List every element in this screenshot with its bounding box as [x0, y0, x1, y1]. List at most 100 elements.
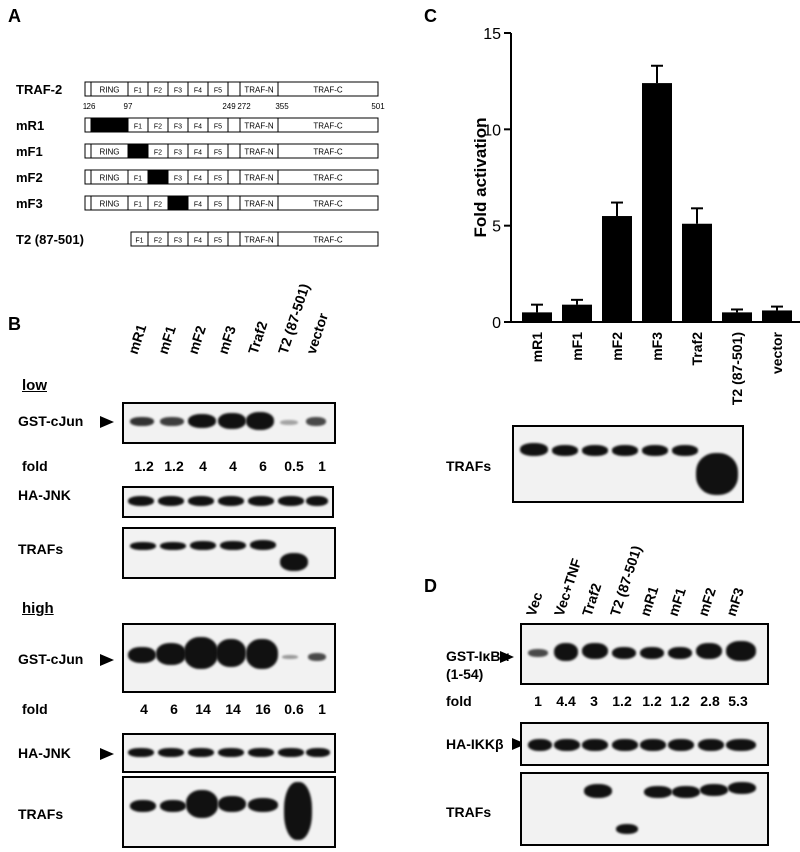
lane-label: mR1 [636, 584, 662, 618]
construct-name: T2 (87-501) [16, 232, 84, 247]
domain-label: F4 [194, 150, 202, 157]
y-tick-label: 10 [483, 122, 501, 139]
blot-band [160, 800, 186, 812]
domain-label: F3 [174, 176, 182, 183]
domain-label: F4 [194, 88, 202, 95]
blot-band [248, 496, 274, 506]
blot-band [218, 496, 244, 506]
domain-label: F4 [194, 124, 202, 131]
blot-band [644, 786, 672, 798]
domain-label: TRAF-N [244, 236, 274, 245]
domain-label: F5 [214, 202, 222, 209]
domain-label: TRAF-N [244, 86, 274, 95]
fold-value: 1 [318, 458, 326, 474]
fold-value: 16 [255, 701, 271, 717]
blot-band [554, 643, 578, 661]
blot-band [248, 748, 274, 757]
blot-band [280, 553, 308, 571]
low-label: low [22, 377, 47, 394]
blot-band [130, 542, 156, 550]
domain-label: RING [100, 174, 120, 183]
fold-value: 4.4 [556, 693, 576, 709]
construct-t2-87-501-: T2 (87-501) F1 F2 F3 F4 F5 TRAF-N TRAF-C [16, 231, 379, 247]
residue-position: 272 [237, 102, 251, 111]
blot-band [552, 445, 578, 456]
fold-value: 1 [318, 701, 326, 717]
ha-jnk-label-high: HA-JNK [18, 745, 71, 761]
domain-label: F1 [134, 202, 142, 209]
domain-label: F5 [214, 150, 222, 157]
blot-band [278, 496, 304, 506]
arrow-icon [100, 748, 114, 760]
blot-trafs-high [122, 776, 336, 848]
domain-label: TRAF-C [313, 122, 343, 131]
fold-value: 1.2 [642, 693, 662, 709]
fold-label-low: fold [22, 458, 48, 474]
domain-label: F2 [154, 124, 162, 131]
fold-value: 5.3 [728, 693, 748, 709]
traf2-construct-diagram: TRAF-2 RING F1 F2 F3 F4 F5 TRAF-N TRAF-C mR1 F1 F2 F… [16, 81, 385, 247]
bar [722, 312, 752, 322]
blot-band [246, 639, 278, 669]
blot-band [128, 496, 154, 506]
blot-band [612, 647, 636, 659]
bar [682, 223, 712, 322]
blot-gst-cjun-high [122, 623, 336, 693]
blot-band [554, 739, 580, 751]
bar [642, 83, 672, 323]
blot-band [668, 739, 694, 751]
gst-cjun-label-high: GST-cJun [18, 651, 84, 667]
fold-value: 4 [140, 701, 148, 717]
construct-name: mF3 [16, 196, 43, 211]
residue-position: 249 [222, 102, 236, 111]
fold-value: 6 [259, 458, 267, 474]
blot-band [696, 453, 738, 495]
domain-label: RING [100, 86, 120, 95]
fold-label-d: fold [446, 693, 472, 709]
blot-band [668, 647, 692, 659]
blot-band [642, 445, 668, 456]
fold-value: 3 [590, 693, 598, 709]
blot-trafs-c [512, 425, 744, 503]
blot-band [128, 647, 156, 663]
domain-label: F3 [174, 238, 182, 245]
blot-band [216, 639, 246, 667]
residue-position: 97 [124, 102, 133, 111]
fold-value: 4 [199, 458, 207, 474]
residue-position: 501 [371, 102, 385, 111]
residue-position: 1 [83, 102, 88, 111]
blot-band [186, 790, 218, 818]
blot-band [128, 748, 154, 757]
blot-band [306, 748, 330, 757]
ha-jnk-label-low: HA-JNK [18, 487, 71, 503]
bar [602, 216, 632, 322]
blot-band [184, 637, 218, 669]
lane-label: mF3 [722, 585, 747, 618]
blot-band [528, 649, 548, 657]
construct-mf3: mF3 RING F1 F2 F4 F5 TRAF-N TRAF-C [16, 195, 379, 211]
y-axis-label: Fold activation [471, 118, 490, 238]
blot-band [158, 496, 184, 506]
y-tick-label: 0 [492, 315, 501, 332]
trafs-label-high: TRAFs [18, 806, 64, 822]
blot-band [726, 739, 756, 751]
panel-letter-b: B [8, 314, 21, 334]
x-tick-label: Traf2 [689, 332, 705, 366]
domain-label: F1 [134, 88, 142, 95]
ha-ikkb-label: HA-IKKβ [446, 736, 504, 752]
domain-label: TRAF-N [244, 200, 274, 209]
construct-mr1: mR1 F1 F2 F3 F4 F5 TRAF-N TRAF-C [16, 117, 379, 133]
panel-d-lane-labels: Vec Vec+TNF Traf2 T2 (87-501) mR1 mF1 mF2 mF3 [523, 543, 747, 618]
blot-band [700, 784, 728, 796]
blot-ha-ikkb [520, 722, 769, 766]
gst-cjun-label-low: GST-cJun [18, 413, 84, 429]
fold-values-low: 1.2 1.2 4 4 6 0.5 1 [0, 458, 420, 478]
trafs-label-c: TRAFs [446, 458, 492, 474]
residue-position: 26 [87, 102, 96, 111]
blot-trafs-d [520, 772, 769, 846]
fold-value: 14 [225, 701, 241, 717]
domain-label: TRAF-C [313, 200, 343, 209]
blot-band [218, 748, 244, 757]
blot-band [612, 445, 638, 456]
fold-value: 1.2 [134, 458, 154, 474]
